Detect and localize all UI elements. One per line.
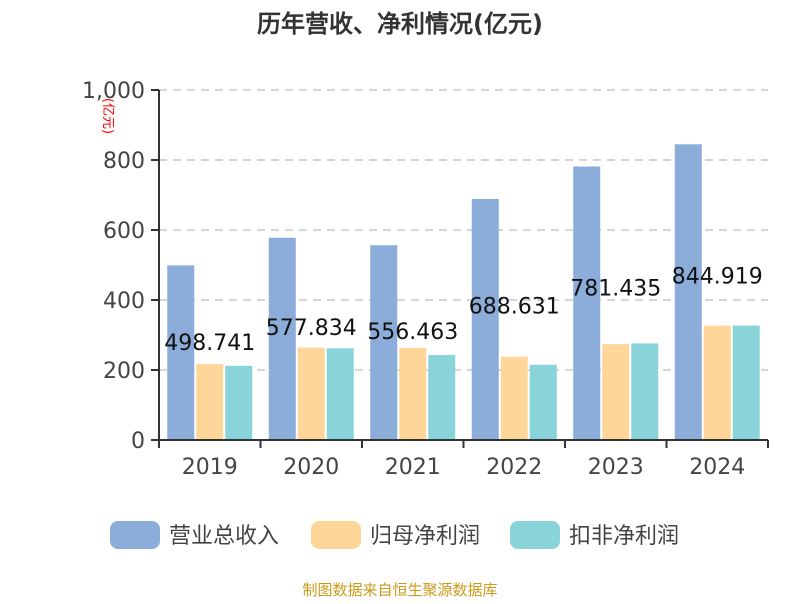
legend-label: 营业总收入: [169, 524, 279, 549]
bar-1: [500, 356, 528, 440]
y-tick-label: 200: [103, 359, 145, 384]
legend-swatch: [510, 521, 560, 549]
y-tick-label: 0: [131, 429, 145, 454]
source-note: 制图数据来自恒生聚源数据库: [302, 581, 497, 599]
bar-0: [471, 198, 499, 440]
bar-2: [326, 348, 354, 440]
data-label: 844.919: [672, 264, 763, 289]
legend-label: 扣非净利润: [569, 524, 679, 549]
legend-swatch: [110, 521, 160, 549]
legend-swatch: [311, 521, 361, 549]
x-tick-label: 2019: [182, 455, 238, 480]
y-tick-label: 1,000: [82, 79, 145, 104]
data-label: 498.741: [164, 331, 255, 356]
y-tick-label: 400: [103, 289, 145, 314]
bar-0: [573, 166, 601, 441]
bar-2: [529, 364, 557, 440]
data-label: 577.834: [266, 316, 357, 341]
bar-2: [225, 365, 253, 440]
y-tick-label: 800: [103, 149, 145, 174]
bar-1: [399, 347, 427, 440]
bar-1: [703, 325, 731, 440]
x-tick-label: 2022: [486, 455, 542, 480]
bar-1: [602, 344, 630, 440]
bar-1: [297, 347, 325, 440]
x-tick-label: 2024: [689, 455, 745, 480]
bar-2: [732, 325, 760, 440]
bar-0: [370, 245, 398, 440]
x-tick-label: 2023: [588, 455, 644, 480]
x-tick-label: 2021: [385, 455, 441, 480]
y-axis-label: (亿元): [100, 98, 115, 134]
legend-label: 归母净利润: [370, 524, 480, 549]
bar-2: [631, 343, 659, 440]
data-label: 781.435: [570, 277, 661, 302]
chart-title: 历年营收、净利情况(亿元): [257, 10, 543, 38]
x-tick-label: 2020: [283, 455, 339, 480]
bar-0: [268, 237, 296, 440]
bar-0: [674, 144, 702, 440]
bar-1: [196, 364, 224, 440]
data-label: 556.463: [367, 320, 458, 345]
y-tick-label: 600: [103, 219, 145, 244]
bar-0: [167, 265, 195, 440]
bar-2: [428, 354, 456, 440]
data-label: 688.631: [469, 294, 560, 319]
